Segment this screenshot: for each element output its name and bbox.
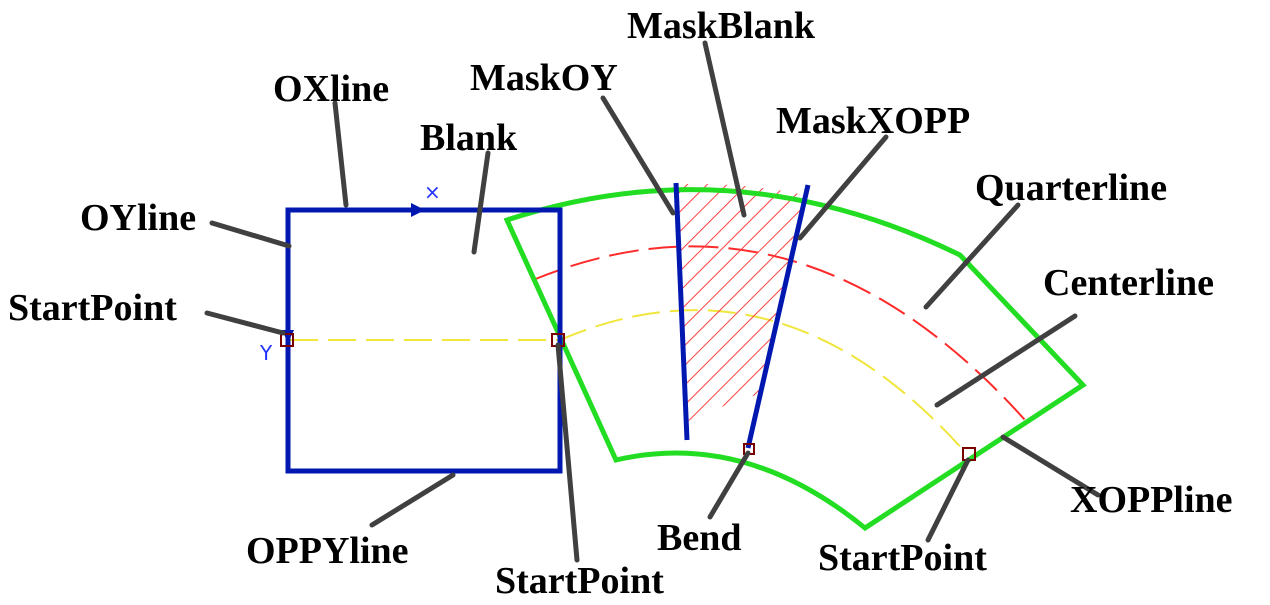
leader-centerline [937, 316, 1075, 405]
leader-maskxopp [800, 137, 886, 238]
label-blank: Blank [420, 117, 518, 159]
ox-direction-arrow-icon [411, 203, 425, 217]
label-oyline: OYline [80, 197, 196, 239]
label-bend: Bend [657, 517, 741, 559]
leader-blank [474, 153, 488, 252]
x-axis-marker: × [424, 180, 441, 204]
leader-oyline [212, 223, 289, 246]
label-startpoint-left: StartPoint [8, 287, 177, 329]
leader-bend [710, 453, 748, 517]
label-centerline: Centerline [1043, 262, 1214, 304]
label-maskblank: MaskBlank [627, 5, 816, 47]
label-startpoint-mid: StartPoint [495, 560, 664, 602]
leader-oxline [335, 103, 346, 205]
label-maskoy: MaskOY [470, 57, 618, 99]
label-oxline: OXline [273, 68, 389, 110]
label-startpoint-right: StartPoint [818, 537, 987, 579]
leader-startpoint-left [207, 313, 283, 333]
y-axis-marker: Y [259, 341, 273, 365]
label-maskxopp: MaskXOPP [776, 100, 970, 142]
label-xoppline: XOPPline [1070, 479, 1233, 521]
label-oppyline: OPPYline [246, 530, 409, 572]
label-quarterline: Quarterline [975, 167, 1167, 209]
leader-oppyline [372, 475, 453, 525]
mask-blank-region [676, 183, 808, 452]
leader-quarterline [926, 205, 1018, 307]
